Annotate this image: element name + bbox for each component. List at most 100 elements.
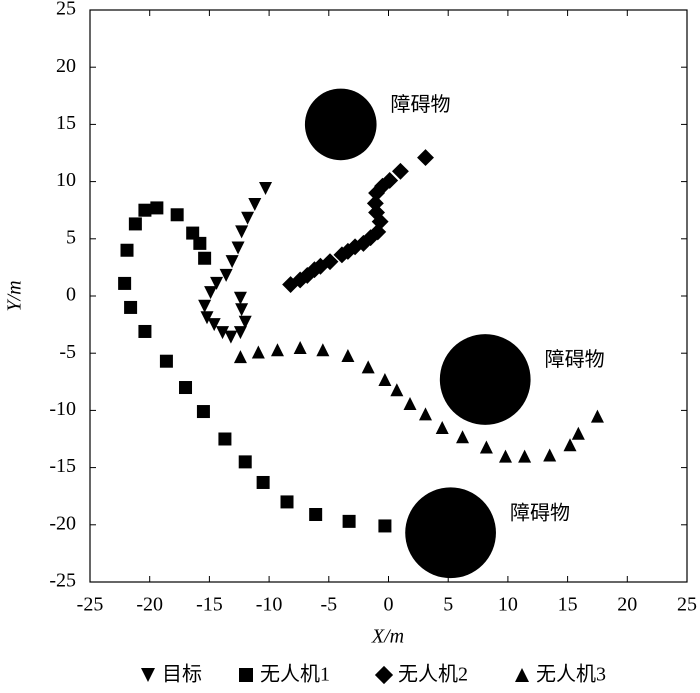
point [225, 255, 239, 269]
point [316, 343, 330, 357]
point [233, 291, 247, 305]
x-tick-label: 25 [677, 594, 697, 616]
point [118, 276, 132, 290]
point [198, 251, 212, 265]
obstacle [304, 88, 377, 161]
point [256, 475, 270, 489]
point [456, 430, 470, 444]
point [233, 350, 247, 364]
point [321, 253, 339, 271]
point [196, 405, 210, 419]
legend-label: 无人机2 [398, 663, 468, 686]
point [159, 354, 173, 368]
point [342, 514, 356, 528]
point [193, 236, 207, 250]
y-tick-label: -20 [49, 512, 76, 534]
point [179, 381, 193, 395]
point [417, 149, 434, 167]
legend-label: 无人机3 [536, 663, 606, 686]
point [280, 495, 294, 509]
point [361, 360, 375, 374]
y-tick-label: 15 [56, 112, 76, 134]
obstacle [439, 334, 531, 425]
legend-label: 目标 [162, 663, 202, 686]
point [390, 383, 404, 397]
point [391, 162, 409, 180]
legend-marker [515, 668, 529, 682]
legend-marker [141, 668, 155, 682]
y-tick-label: -5 [59, 341, 76, 363]
x-tick-label: 0 [384, 594, 394, 616]
obstacle-label: 障碍物 [391, 93, 451, 116]
point [563, 438, 577, 452]
point [293, 340, 307, 354]
point [235, 303, 249, 317]
obstacle-label: 障碍物 [545, 348, 605, 371]
point [518, 449, 532, 463]
point [403, 397, 417, 411]
point [543, 448, 557, 462]
point [499, 449, 513, 463]
x-tick-label: -10 [256, 594, 283, 616]
point [381, 172, 399, 189]
point [238, 315, 252, 329]
legend-marker [239, 668, 253, 682]
point [210, 276, 224, 290]
x-tick-label: -15 [196, 594, 223, 616]
x-tick-label: -20 [136, 594, 163, 616]
point [120, 243, 134, 257]
point [128, 217, 142, 231]
point [378, 373, 392, 387]
plot-frame [89, 9, 688, 583]
point [216, 326, 230, 340]
point [341, 348, 355, 362]
point [435, 421, 449, 435]
point [241, 211, 255, 225]
y-tick-label: -15 [49, 455, 76, 477]
point [218, 432, 232, 446]
point [186, 226, 200, 240]
y-tick-label: -10 [49, 398, 76, 420]
point [259, 181, 273, 195]
x-tick-label: -25 [77, 594, 104, 616]
point [419, 407, 433, 421]
x-tick-label: 5 [443, 594, 453, 616]
point [219, 268, 233, 282]
point [590, 409, 604, 423]
y-tick-label: 25 [56, 0, 76, 20]
y-tick-label: 0 [66, 284, 76, 306]
y-tick-label: 5 [66, 226, 76, 248]
point [231, 241, 245, 255]
point [378, 519, 392, 533]
point [204, 286, 218, 300]
obstacle-label: 障碍物 [510, 501, 570, 524]
y-tick-label: 20 [56, 55, 76, 77]
legend-label: 无人机1 [260, 663, 330, 686]
point [309, 508, 323, 522]
point [150, 201, 164, 215]
y-axis-label: Y/m [4, 280, 26, 311]
point [200, 311, 214, 325]
x-tick-label: 20 [617, 594, 637, 616]
point [235, 225, 249, 239]
point [270, 343, 284, 357]
point [248, 197, 262, 211]
point [366, 194, 384, 212]
x-tick-label: 10 [498, 594, 518, 616]
x-axis-label: X/m [371, 626, 404, 648]
point [571, 426, 585, 440]
legend-marker [374, 665, 394, 685]
point [138, 324, 152, 338]
y-tick-label: -25 [49, 570, 76, 592]
y-tick-label: 10 [56, 169, 76, 191]
point [224, 330, 238, 344]
x-tick-label: -5 [320, 594, 337, 616]
point [138, 203, 152, 217]
point [207, 318, 221, 332]
point [233, 326, 247, 340]
point [479, 440, 493, 454]
point [170, 208, 184, 222]
point [251, 345, 265, 359]
point [238, 455, 252, 469]
